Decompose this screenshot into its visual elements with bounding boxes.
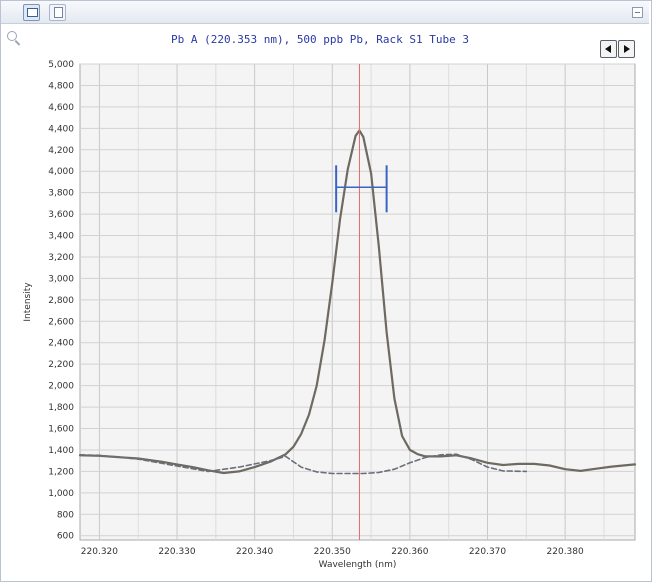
y-tick-label: 3,400 [48, 232, 74, 242]
x-tick-label: 220.350 [314, 547, 351, 557]
y-tick-label: 4,400 [48, 124, 74, 134]
y-tick-label: 600 [57, 532, 74, 542]
chart-view-button[interactable] [23, 4, 40, 21]
y-tick-label: 4,600 [48, 103, 74, 113]
x-tick-label: 220.320 [81, 547, 118, 557]
y-tick-label: 2,800 [48, 296, 74, 306]
y-tick-label: 3,200 [48, 253, 74, 263]
x-tick-label: 220.330 [158, 547, 195, 557]
zoom-icon[interactable] [7, 31, 21, 46]
minimize-icon[interactable] [632, 7, 643, 18]
x-axis-label: Wavelength (nm) [319, 560, 397, 570]
y-tick-label: 1,800 [48, 403, 74, 413]
x-tick-label: 220.360 [391, 547, 428, 557]
x-tick-label: 220.380 [547, 547, 584, 557]
y-tick-label: 3,800 [48, 189, 74, 199]
y-axis-ticks: 600 800 1,000 1,200 1,400 1,600 1,800 2,000 2,20… [48, 60, 74, 542]
y-tick-label: 5,000 [48, 60, 74, 70]
y-tick-label: 3,600 [48, 210, 74, 220]
next-button[interactable] [618, 40, 635, 58]
y-axis-label: Intensity [23, 282, 33, 322]
plot-area [79, 63, 636, 541]
y-tick-label: 800 [57, 510, 74, 520]
y-tick-label: 1,400 [48, 446, 74, 456]
marker-layer [335, 64, 388, 540]
y-tick-label: 4,800 [48, 81, 74, 91]
y-tick-label: 4,200 [48, 146, 74, 156]
x-tick-label: 220.340 [236, 547, 273, 557]
y-tick-label: 2,400 [48, 339, 74, 349]
y-tick-label: 1,000 [48, 489, 74, 499]
grid [80, 63, 635, 540]
chart-title: Pb A (220.353 nm), 500 ppb Pb, Rack S1 T… [170, 33, 469, 46]
y-tick-label: 1,600 [48, 425, 74, 435]
y-tick-label: 2,600 [48, 317, 74, 327]
toolbar [1, 1, 649, 24]
x-axis-ticks: 220.320 220.330 220.340 220.350 220.360 220.3… [81, 547, 584, 557]
y-tick-label: 2,000 [48, 382, 74, 392]
previous-button[interactable] [600, 40, 617, 58]
y-tick-label: 2,200 [48, 360, 74, 370]
y-tick-label: 1,200 [48, 467, 74, 477]
blank-spectrum-line [79, 453, 528, 475]
table-view-button[interactable] [49, 4, 66, 21]
y-tick-label: 3,000 [48, 274, 74, 284]
y-tick-label: 4,000 [48, 167, 74, 177]
x-tick-label: 220.370 [469, 547, 506, 557]
